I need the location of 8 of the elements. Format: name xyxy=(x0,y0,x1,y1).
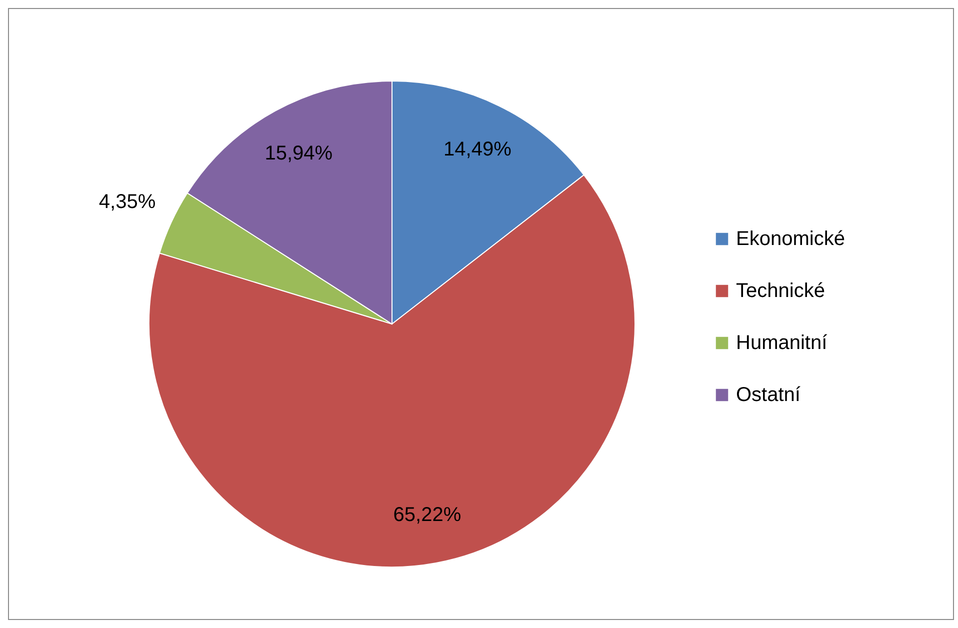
data-label: 14,49% xyxy=(444,138,512,160)
legend-label: Ostatní xyxy=(736,384,801,406)
legend-label: Technické xyxy=(736,280,825,302)
data-label: 4,35% xyxy=(98,190,156,213)
legend-label: Humanitní xyxy=(736,332,828,354)
data-label: 15,94% xyxy=(264,142,333,164)
legend-label: Ekonomické xyxy=(736,228,845,250)
data-label: 65,22% xyxy=(393,504,462,526)
